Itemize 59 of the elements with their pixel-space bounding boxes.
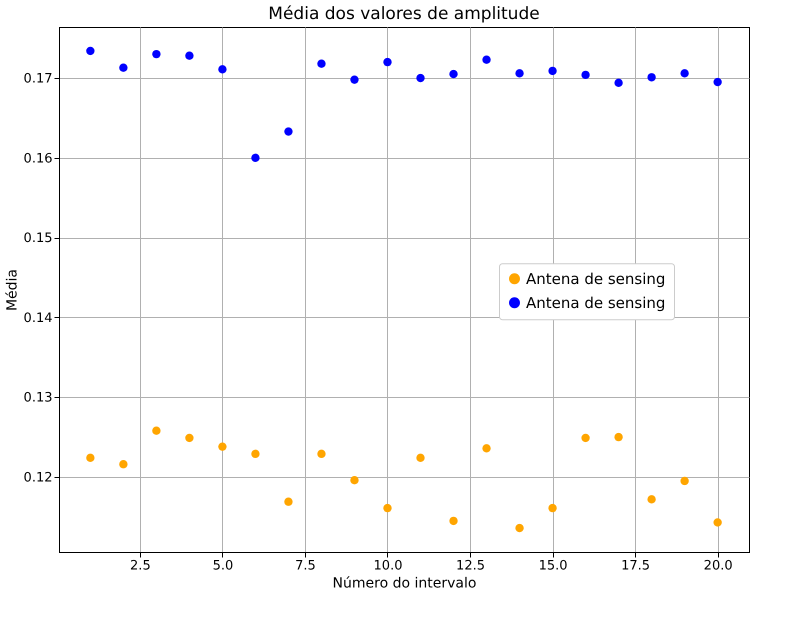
point: [515, 524, 524, 532]
point: [251, 154, 260, 162]
point: [581, 70, 590, 80]
point: [218, 65, 227, 74]
x-tick-label: 20.0: [704, 558, 733, 574]
point: [647, 495, 656, 504]
point: [482, 56, 491, 64]
point: [680, 69, 689, 78]
point: [614, 78, 623, 88]
point: [218, 442, 227, 451]
x-tick-label: 2.5: [130, 558, 151, 574]
point: [614, 432, 623, 442]
point: [482, 444, 491, 452]
point: [119, 460, 128, 468]
legend-label: Antena de sensing: [526, 270, 666, 288]
point: [284, 498, 293, 506]
point: [284, 127, 293, 136]
point: [449, 516, 458, 526]
y-tick-label: 0.14: [24, 310, 52, 326]
x-tick-label: 17.5: [621, 558, 650, 574]
point: [317, 60, 326, 68]
point: [185, 52, 194, 60]
x-tick-label: 10.0: [374, 558, 402, 574]
point: [548, 504, 557, 512]
point: [350, 75, 359, 84]
point: [515, 69, 524, 78]
point: [713, 518, 722, 527]
point: [713, 78, 722, 86]
x-tick-label: 12.5: [456, 558, 486, 574]
point: [416, 454, 425, 462]
legend-label: Antena de sensing: [526, 294, 666, 312]
point: [350, 476, 359, 484]
chart-title: Média dos valores de amplitude: [268, 4, 540, 24]
point: [416, 74, 425, 82]
y-tick-label: 0.17: [24, 72, 52, 87]
point: [152, 426, 161, 435]
point: [581, 434, 590, 442]
point: [185, 434, 194, 442]
x-tick-label: 7.5: [295, 558, 316, 574]
point: [383, 504, 392, 512]
point: [383, 58, 392, 66]
point: [449, 70, 458, 78]
point: [152, 50, 161, 58]
y-axis-title: Média: [4, 268, 21, 312]
x-tick-label: 15.0: [538, 558, 568, 574]
y-tick-label: 0.15: [24, 231, 52, 246]
point: [548, 66, 557, 76]
y-tick-label: 0.12: [24, 470, 52, 486]
y-tick-label: 0.13: [24, 390, 52, 406]
point: [119, 64, 128, 72]
point: [317, 450, 326, 458]
x-tick-label: 5.0: [212, 558, 234, 574]
x-axis-title: Número do intervalo: [332, 576, 476, 592]
point: [680, 476, 689, 486]
point: [251, 450, 260, 458]
y-tick-label: 0.16: [24, 151, 52, 166]
point: [86, 46, 95, 56]
point: [86, 454, 95, 462]
point: [647, 73, 656, 82]
